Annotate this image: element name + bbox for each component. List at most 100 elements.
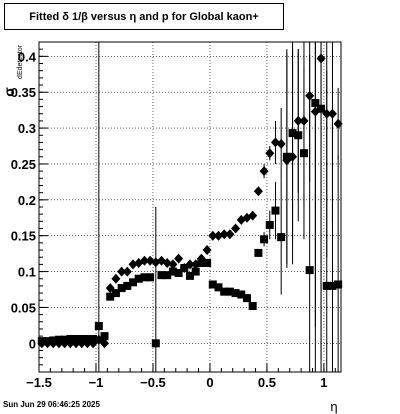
square-marker — [214, 283, 223, 292]
x-tick-label: 0 — [206, 375, 213, 390]
square-marker — [260, 235, 269, 244]
square-marker — [220, 287, 229, 296]
error-bars — [98, 42, 339, 372]
y-tick-label: 0.25 — [11, 157, 36, 172]
diamond-marker — [139, 255, 149, 266]
square-marker — [294, 131, 303, 140]
x-tick-label: 0.5 — [258, 375, 276, 390]
square-marker — [140, 273, 149, 282]
tick-labels: −1.5 −1 −0.5 0 0.5 1 0 0.05 0.1 0.15 0.2 0.25 0.3 0.3… — [11, 49, 328, 390]
square-marker — [311, 98, 320, 107]
axis-ticks — [38, 41, 336, 373]
square-marker — [242, 294, 251, 303]
y-tick-label: 0.35 — [11, 85, 36, 100]
x-tick-label: −1.5 — [26, 375, 52, 390]
diamond-marker — [299, 115, 309, 126]
square-marker — [106, 292, 115, 301]
square-marker — [265, 220, 274, 229]
diamond-marker — [100, 338, 110, 349]
square-marker — [282, 152, 291, 161]
square-marker — [248, 302, 257, 310]
square-marker — [288, 129, 297, 138]
square-marker — [151, 339, 160, 348]
square-marker — [43, 337, 52, 346]
diamond-marker — [225, 229, 235, 240]
y-tick-label: 0.2 — [18, 193, 36, 208]
diamond-marker — [231, 223, 241, 234]
diamond-marker — [327, 108, 337, 119]
y-tick-label: 0.1 — [18, 265, 36, 280]
square-marker — [186, 271, 194, 280]
diamond-marker — [259, 166, 269, 177]
square-marker — [60, 335, 69, 344]
y-tick-label: 0.3 — [18, 121, 36, 136]
y-axis-label-subscript: dEdetector — [17, 44, 24, 79]
square-marker — [111, 289, 120, 298]
x-tick-label: −0.5 — [140, 375, 166, 390]
square-marker — [277, 233, 286, 242]
square-marker — [146, 273, 155, 282]
square-marker — [37, 337, 46, 346]
square-marker — [157, 271, 166, 280]
square-marker — [208, 280, 217, 289]
square-marker — [225, 287, 234, 296]
square-marker — [328, 281, 337, 290]
diamond-marker — [208, 230, 218, 241]
diamond-marker — [265, 148, 275, 159]
square-marker — [191, 267, 200, 276]
diamond-marker — [202, 245, 212, 256]
y-tick-label: 0.4 — [18, 49, 37, 64]
square-marker — [305, 266, 314, 275]
y-tick-label: 0.05 — [11, 300, 36, 315]
timestamp: Sun Jun 29 06:46:25 2025 — [3, 400, 100, 409]
diamond-marker — [316, 53, 326, 64]
square-marker — [83, 335, 92, 343]
diamond-marker — [219, 229, 229, 240]
square-marker — [271, 206, 280, 215]
plot-frame — [38, 41, 342, 373]
data-markers — [37, 53, 343, 349]
chart-title-box: Fitted δ 1/β versus η and p for Global k… — [4, 3, 284, 30]
y-axis-label: σ — [1, 87, 17, 97]
square-marker — [100, 332, 109, 341]
x-tick-label: 1 — [320, 375, 327, 390]
square-marker — [180, 263, 189, 272]
diamond-marker — [117, 266, 127, 277]
diamond-marker — [111, 273, 121, 284]
square-marker — [334, 280, 343, 289]
x-tick-label: −1 — [89, 375, 104, 390]
square-marker — [231, 289, 240, 298]
square-marker — [89, 335, 98, 343]
grid — [38, 42, 341, 372]
square-marker — [163, 271, 172, 280]
square-marker — [66, 335, 75, 343]
diamond-marker — [253, 186, 263, 197]
square-marker — [94, 322, 103, 331]
diamond-marker — [174, 253, 184, 264]
y-tick-label: 0 — [29, 336, 36, 351]
square-marker — [317, 104, 326, 113]
square-marker — [54, 335, 63, 344]
square-marker — [77, 335, 86, 343]
diamond-marker — [293, 115, 303, 126]
square-marker — [197, 258, 206, 267]
square-marker — [254, 248, 263, 257]
diamond-marker — [333, 118, 343, 129]
square-marker — [49, 336, 58, 345]
square-marker — [134, 274, 143, 283]
square-marker — [168, 267, 177, 276]
square-marker — [174, 269, 183, 277]
square-marker — [72, 335, 81, 343]
square-marker — [203, 258, 212, 267]
square-marker — [129, 278, 138, 287]
square-marker — [123, 281, 132, 290]
square-marker — [299, 149, 308, 158]
diamond-marker — [168, 259, 178, 270]
x-axis-label: η — [330, 399, 337, 414]
square-marker — [117, 284, 126, 293]
square-marker — [237, 290, 246, 299]
diamond-marker — [305, 90, 315, 101]
square-marker — [322, 281, 331, 290]
chart-title: Fitted δ 1/β versus η and p for Global k… — [29, 10, 259, 23]
